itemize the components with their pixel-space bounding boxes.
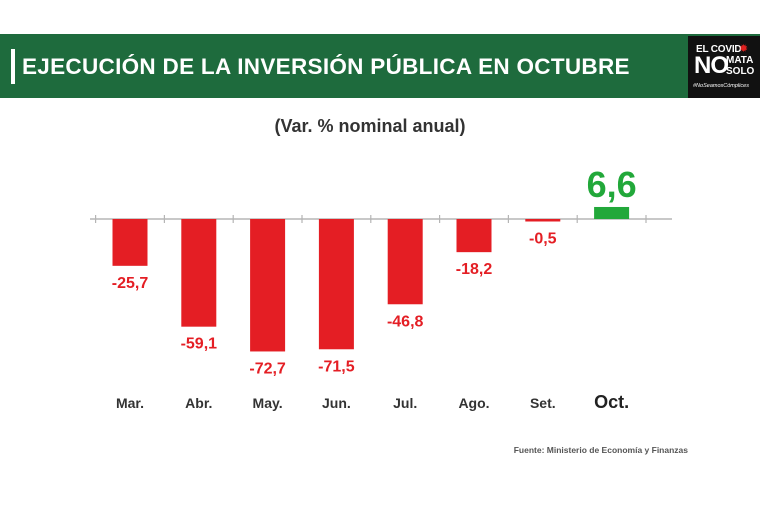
- x-tick-label: Mar.: [116, 395, 144, 411]
- x-tick-label: Set.: [530, 395, 556, 411]
- x-tick-label: Ago.: [458, 395, 489, 411]
- data-label: -0,5: [529, 231, 557, 248]
- chart-title: (Var. % nominal anual): [274, 116, 466, 136]
- bar-ago: [456, 219, 492, 253]
- bar-may: [250, 219, 286, 352]
- logo-line4: SOLO: [726, 66, 755, 77]
- bar-set: [525, 219, 561, 222]
- data-label: -72,7: [249, 360, 286, 377]
- bar-oct: [594, 206, 630, 219]
- virus-icon: ✹: [739, 43, 749, 55]
- data-label: 6,6: [587, 164, 637, 205]
- header-accent-bar: [11, 49, 15, 84]
- x-tick-label: Abr.: [185, 395, 212, 411]
- logo-line1: EL COVID: [696, 44, 742, 55]
- header-banner: EJECUCIÓN DE LA INVERSIÓN PÚBLICA EN OCT…: [0, 34, 760, 98]
- bar-jun: [318, 219, 354, 350]
- data-label: -59,1: [181, 336, 218, 353]
- bar-abr: [181, 219, 217, 327]
- page-title: EJECUCIÓN DE LA INVERSIÓN PÚBLICA EN OCT…: [22, 54, 630, 79]
- data-label: -46,8: [387, 313, 424, 330]
- logo-tagline: #NoSeamosCómplices: [693, 83, 749, 89]
- data-label: -25,7: [112, 275, 149, 292]
- bar-mar: [112, 219, 148, 266]
- data-label: -71,5: [318, 358, 355, 375]
- x-tick-label: Oct.: [594, 392, 629, 412]
- source-note: Fuente: Ministerio de Economía y Finanza…: [513, 445, 688, 455]
- logo-line2: NO: [694, 52, 729, 79]
- x-tick-label: Jun.: [322, 395, 351, 411]
- x-tick-label: May.: [253, 395, 283, 411]
- logo-line3: MATA: [726, 55, 754, 66]
- campaign-logo: EL COVID ✹ NO MATA SOLO #NoSeamosCómplic…: [688, 36, 760, 98]
- x-tick-label: Jul.: [393, 395, 417, 411]
- data-label: -18,2: [456, 261, 493, 278]
- bar-jul: [387, 219, 423, 305]
